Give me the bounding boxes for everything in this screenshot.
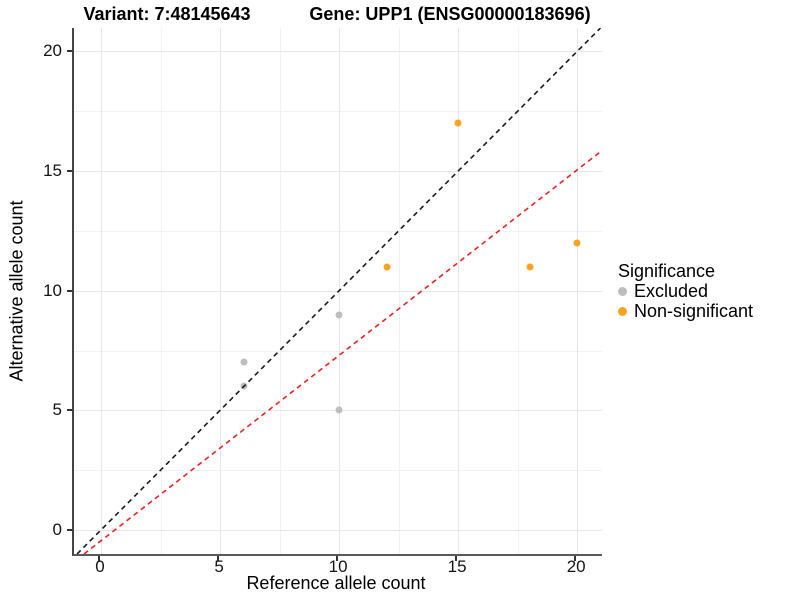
reference-lines-layer bbox=[76, 28, 602, 554]
variant-title: Variant: 7:48145643 bbox=[83, 4, 251, 24]
legend-key-dot-icon bbox=[618, 286, 627, 296]
y-axis-tick bbox=[67, 289, 72, 292]
data-point-non-significant bbox=[573, 239, 581, 247]
x-tick-label: 20 bbox=[566, 557, 586, 576]
y-axis-tick bbox=[67, 170, 72, 173]
x-axis-label: Reference allele count bbox=[246, 573, 426, 593]
legend-key-dot-icon bbox=[618, 306, 627, 316]
legend-item-label: Non-significant bbox=[634, 301, 754, 321]
grid-line-horizontal-minor bbox=[74, 470, 602, 472]
x-tick-label: 5 bbox=[214, 557, 224, 576]
data-point-non-significant bbox=[383, 263, 391, 271]
grid-line-horizontal-minor bbox=[74, 111, 602, 113]
x-axis-tick bbox=[455, 556, 458, 561]
legend-item-non-significant: Non-significant bbox=[618, 301, 798, 321]
y-axis-tick bbox=[67, 50, 72, 53]
grid-line-horizontal-major bbox=[74, 51, 602, 53]
grid-line-horizontal-minor bbox=[74, 350, 602, 352]
legend-item-excluded: Excluded bbox=[618, 281, 798, 301]
x-tick-label: 15 bbox=[447, 557, 467, 576]
x-axis-tick bbox=[98, 556, 100, 561]
grid-line-horizontal-major bbox=[74, 530, 602, 531]
y-axis-tick bbox=[67, 409, 72, 412]
legend-item-label: Excluded bbox=[634, 281, 709, 301]
data-point-excluded bbox=[240, 358, 248, 366]
legend: Significance Excluded Non-significant bbox=[618, 261, 798, 321]
data-point-non-significant bbox=[454, 119, 462, 127]
grid-line-horizontal-minor bbox=[74, 230, 602, 232]
data-point-excluded bbox=[335, 311, 343, 319]
x-axis-tick bbox=[217, 556, 220, 561]
y-axis-label: Alternative allele count bbox=[6, 200, 27, 382]
y-tick-label: 20 bbox=[43, 41, 62, 61]
y-axis-tick bbox=[67, 529, 72, 531]
y-tick-label: 10 bbox=[43, 280, 62, 300]
data-point-non-significant bbox=[526, 263, 534, 271]
y-tick-label: 15 bbox=[43, 161, 62, 181]
legend-title: Significance bbox=[618, 261, 716, 281]
data-point-excluded bbox=[335, 406, 343, 414]
y-tick-label: 0 bbox=[52, 520, 62, 539]
y-tick-label: 5 bbox=[52, 400, 62, 420]
gene-title: Gene: UPP1 (ENSG00000183696) bbox=[309, 4, 591, 24]
x-axis-tick bbox=[574, 556, 577, 561]
x-axis-tick bbox=[336, 556, 339, 561]
x-tick-label: 10 bbox=[328, 557, 348, 576]
x-tick-label: 0 bbox=[95, 557, 105, 576]
identity-line bbox=[76, 28, 602, 554]
legend-items: Excluded Non-significant bbox=[618, 281, 798, 321]
expected-ratio-line bbox=[83, 149, 602, 554]
grid-line-horizontal-major bbox=[74, 171, 602, 173]
plot-panel bbox=[72, 28, 602, 556]
